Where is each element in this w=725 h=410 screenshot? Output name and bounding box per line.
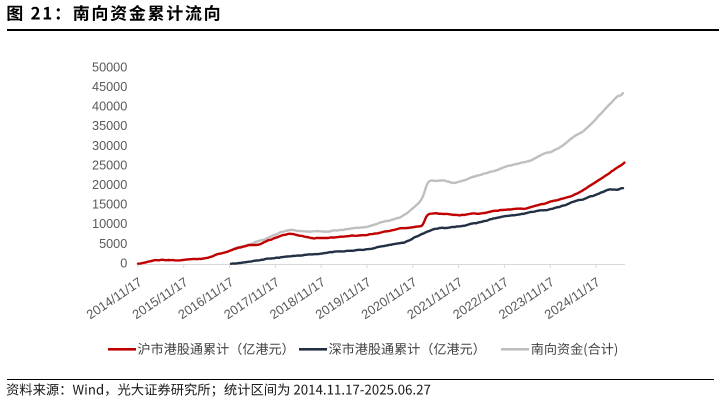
svg-text:0: 0: [120, 256, 127, 270]
svg-text:10000: 10000: [92, 217, 127, 231]
svg-text:50000: 50000: [92, 60, 127, 74]
svg-text:30000: 30000: [92, 139, 127, 153]
svg-text:20000: 20000: [92, 178, 127, 192]
svg-text:5000: 5000: [99, 237, 127, 251]
svg-text:35000: 35000: [92, 119, 127, 133]
svg-text:15000: 15000: [92, 198, 127, 212]
svg-text:25000: 25000: [92, 158, 127, 172]
svg-text:40000: 40000: [92, 100, 127, 114]
svg-text:45000: 45000: [92, 80, 127, 94]
